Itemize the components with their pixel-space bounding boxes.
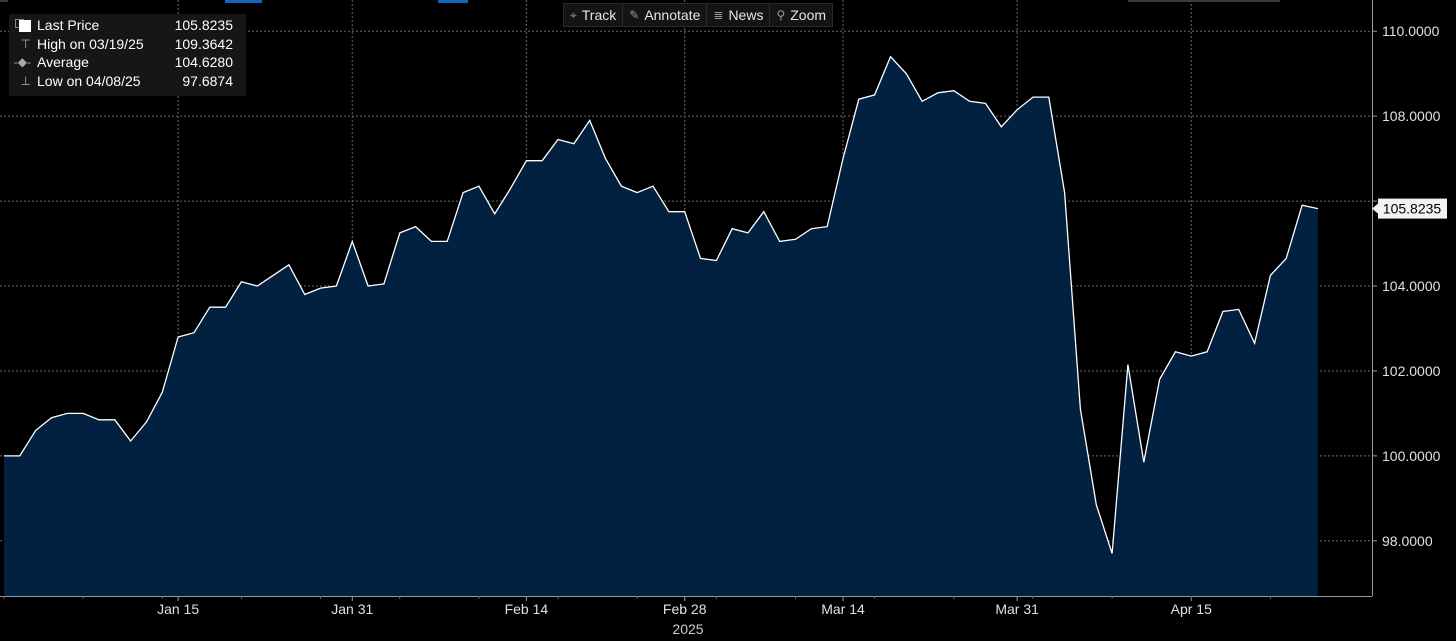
legend-value: 97.6874	[182, 72, 233, 89]
axes	[0, 0, 1373, 597]
top-accent-bar	[438, 0, 468, 3]
average-marker-icon: -◆-	[13, 55, 31, 69]
last-price-tag: 105.8235	[1372, 198, 1447, 219]
zoom-button[interactable]: ⚲ Zoom	[770, 4, 832, 26]
chart-toolbar: ⌖ Track ✎ Annotate ≣ News ⚲ Zoom	[563, 3, 834, 27]
y-tick-label: 102.0000	[1382, 363, 1441, 379]
legend-row-last-price: Last Price 105.8235	[9, 16, 246, 35]
x-axis-ticks: Jan 15 Jan 31 Feb 14 Feb 28 Mar 14 Mar 31 Apr …	[3, 596, 1271, 617]
news-icon: ≣	[713, 8, 724, 22]
legend-row-average: -◆- Average 104.6280	[9, 53, 246, 72]
legend-row-high: ⊤ High on 03/19/25 109.3642	[9, 35, 246, 54]
y-tick-label: 108.0000	[1382, 108, 1441, 124]
price-line	[4, 55, 1319, 554]
x-tick-label: Feb 28	[663, 601, 707, 617]
zoom-label: Zoom	[790, 7, 827, 23]
annotate-button[interactable]: ✎ Annotate	[623, 4, 708, 26]
x-tick-label: Jan 15	[157, 601, 199, 617]
legend-label: Low on 04/08/25	[37, 72, 141, 89]
x-tick-label: Mar 14	[821, 601, 865, 617]
news-button[interactable]: ≣ News	[707, 4, 771, 26]
annotate-label: Annotate	[644, 7, 701, 23]
magnifier-icon: ⚲	[776, 8, 786, 22]
track-label: Track	[581, 7, 617, 23]
legend-row-low: ⊥ Low on 04/08/25 97.6874	[9, 72, 246, 91]
high-marker-icon: ⊤	[20, 36, 31, 51]
news-label: News	[728, 7, 764, 23]
track-button[interactable]: ⌖ Track	[564, 4, 624, 26]
y-tick-label: 110.0000	[1382, 23, 1440, 39]
legend-value: 105.8235	[174, 17, 233, 33]
price-area-fill	[4, 56, 1318, 596]
last-price-tag-value: 105.8235	[1383, 201, 1442, 217]
x-tick-label: Feb 14	[505, 601, 549, 617]
top-divider	[1128, 0, 1280, 2]
legend-value: 109.3642	[174, 35, 233, 52]
legend-value: 104.6280	[174, 54, 233, 70]
crosshair-icon: ⌖	[570, 7, 577, 22]
y-tick-label: 100.0000	[1382, 448, 1441, 464]
y-tick-label: 104.0000	[1382, 278, 1441, 294]
x-tick-label: Apr 15	[1171, 601, 1212, 617]
legend-label: Average	[37, 54, 89, 70]
y-axis-ticks: 98.0000 100.0000 102.0000 104.0000 108.0000 1…	[1372, 23, 1441, 549]
top-accent-bar	[225, 0, 262, 3]
top-divider	[0, 0, 8, 2]
chart-legend: - Last Price 105.8235 ⊤ High on 03/19/25…	[9, 14, 246, 96]
x-tick-label: Jan 31	[331, 601, 373, 617]
x-tick-label: Mar 31	[995, 601, 1039, 617]
low-marker-icon: ⊥	[20, 73, 31, 88]
legend-label: Last Price	[37, 17, 100, 33]
series-swatch-icon	[19, 19, 31, 32]
y-tick-label: 98.0000	[1382, 533, 1433, 549]
legend-label: High on 03/19/25	[37, 35, 144, 52]
x-axis-year-label: 2025	[672, 621, 703, 637]
pencil-icon: ✎	[629, 8, 640, 22]
